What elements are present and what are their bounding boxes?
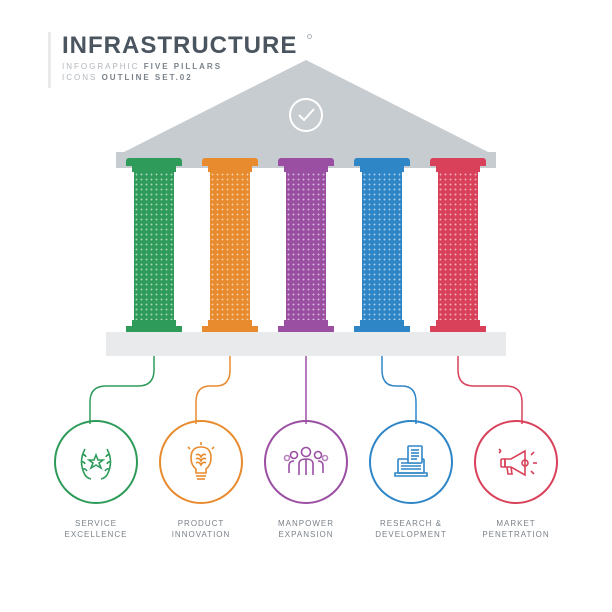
icons-row: SERVICEEXCELLENCE PRODUCTINNOVATION MANPOW… xyxy=(48,420,564,540)
pillar-label-2: PRODUCTINNOVATION xyxy=(153,518,249,540)
icon-cell-3: MANPOWEREXPANSION xyxy=(258,420,354,540)
title-text: INFRASTRUCTURE xyxy=(62,32,297,59)
icon-cell-5: MARKETPENETRATION xyxy=(468,420,564,540)
icon-cell-4: RESEARCH &DEVELOPMENT xyxy=(363,420,459,540)
building-plinth xyxy=(106,332,506,356)
subtitle-2a: ICONS xyxy=(62,73,97,82)
pillar-3 xyxy=(280,158,332,334)
lightbulb-icon xyxy=(159,420,243,504)
pillar-label-3: MANPOWEREXPANSION xyxy=(258,518,354,540)
people-icon xyxy=(264,420,348,504)
icon-cell-2: PRODUCTINNOVATION xyxy=(153,420,249,540)
header-accent-bar xyxy=(48,32,51,88)
pillar-label-5: MARKETPENETRATION xyxy=(468,518,564,540)
pillar-5 xyxy=(432,158,484,334)
icon-cell-1: SERVICEEXCELLENCE xyxy=(48,420,144,540)
pillar-2 xyxy=(204,158,256,334)
pillar-label-1: SERVICEEXCELLENCE xyxy=(48,518,144,540)
pillar-4 xyxy=(356,158,408,334)
building-roof xyxy=(116,60,496,170)
megaphone-icon xyxy=(474,420,558,504)
pillar-1 xyxy=(128,158,180,334)
laptop-doc-icon xyxy=(369,420,453,504)
pillar-row xyxy=(128,158,484,334)
page-title: INFRASTRUCTURE xyxy=(62,32,312,60)
wreath-star-icon xyxy=(54,420,138,504)
degree-icon xyxy=(307,34,312,39)
pillar-label-4: RESEARCH &DEVELOPMENT xyxy=(363,518,459,540)
